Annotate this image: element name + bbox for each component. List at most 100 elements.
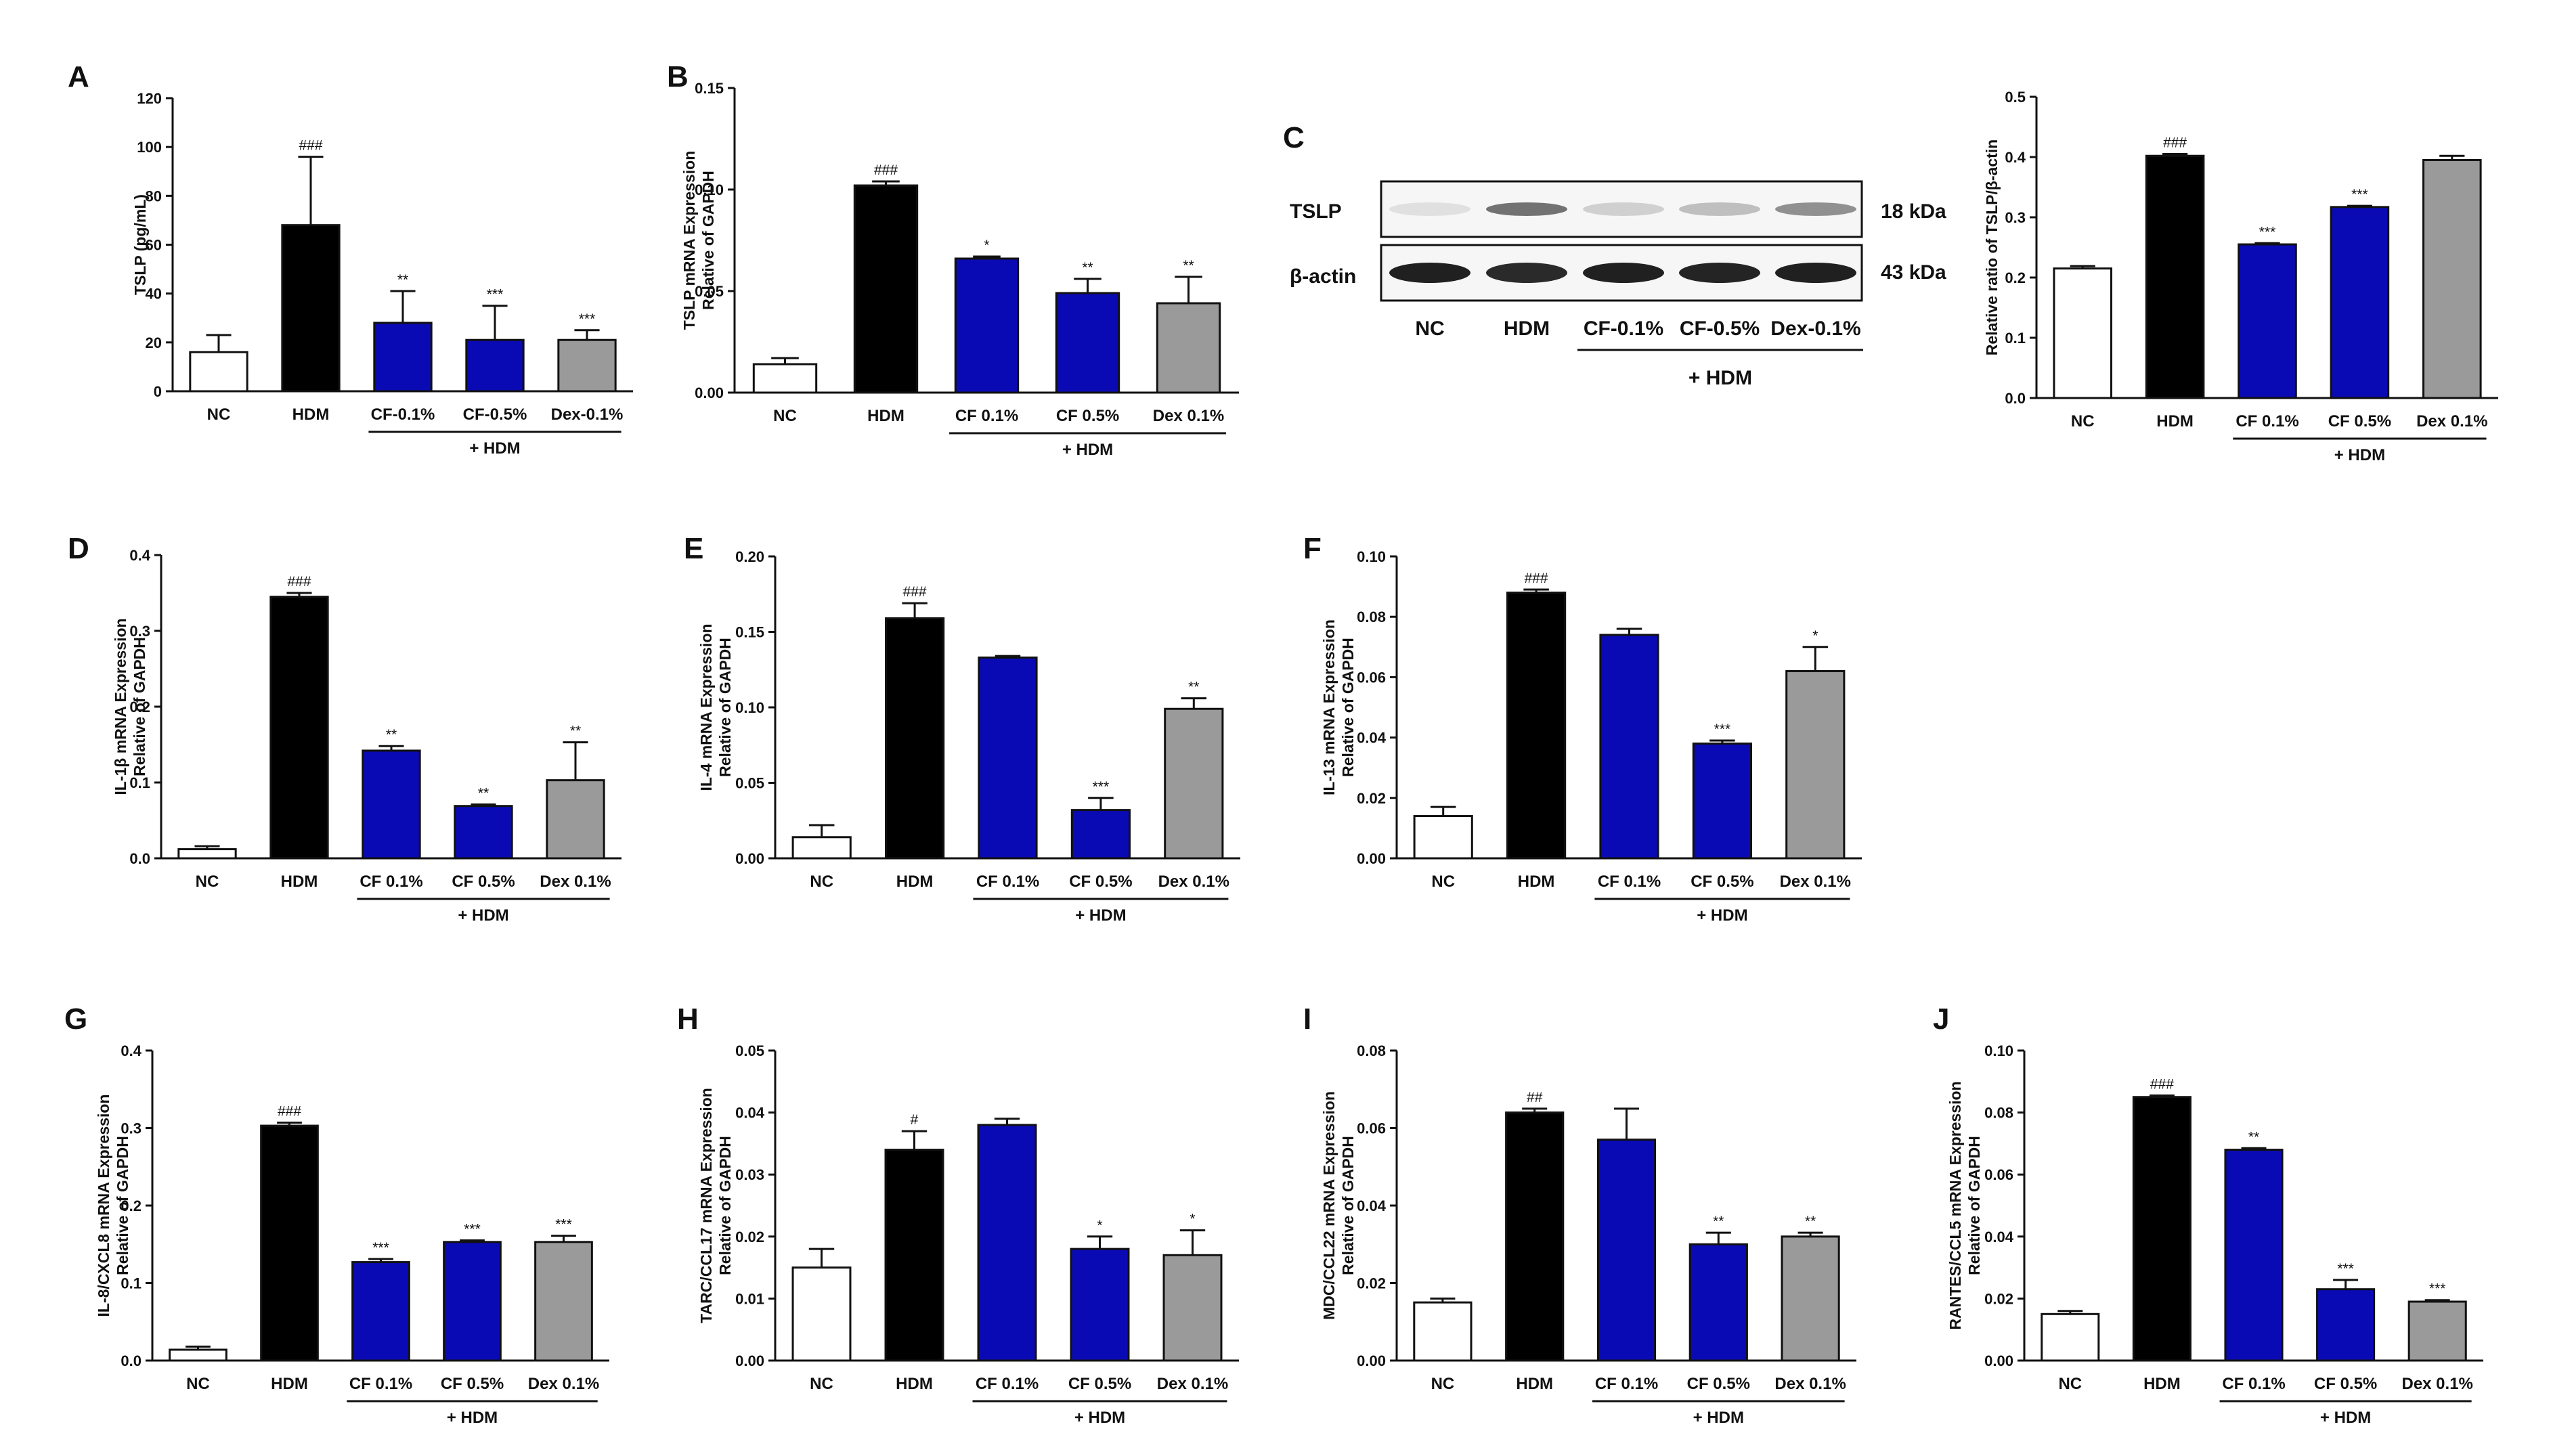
y-axis-label-line: Relative of GAPDH bbox=[1965, 1136, 1983, 1275]
y-axis-label: IL-8/CXCL8 mRNA ExpressionRelative of GA… bbox=[95, 1095, 131, 1317]
y-axis-label-line: Relative ratio of TSLP/β-actin bbox=[1983, 139, 2001, 355]
bar-1 bbox=[885, 617, 945, 860]
bar-2 bbox=[1599, 634, 1659, 860]
x-tick-label: Dex 0.1% bbox=[540, 873, 611, 891]
significance-label: *** bbox=[2351, 187, 2368, 202]
group-label: + HDM bbox=[1074, 1409, 1125, 1427]
bar-1 bbox=[2132, 1096, 2192, 1362]
blot-band bbox=[1389, 202, 1470, 216]
y-tick-label: 40 bbox=[146, 286, 162, 303]
panel-label: G bbox=[64, 1002, 87, 1036]
chart-panel-i: I 0.00 0.02 0.04 0.06 0.08 MDC/CCL22 mRNA Expr… bbox=[1303, 1002, 1856, 1427]
x-tick-label: CF 0.5% bbox=[441, 1375, 504, 1393]
significance-label: # bbox=[911, 1112, 919, 1128]
y-tick-label: 0.00 bbox=[735, 850, 764, 867]
y-tick-label: 0.4 bbox=[2005, 149, 2026, 166]
significance-label: ** bbox=[1183, 258, 1194, 273]
bar-0 bbox=[1413, 1301, 1473, 1362]
x-tick-label: CF 0.1% bbox=[359, 873, 422, 891]
y-axis-label-line: TSLP (pg/mL) bbox=[131, 194, 149, 295]
y-axis-label-line: IL-13 mRNA Expression bbox=[1320, 619, 1338, 795]
y-tick-label: 60 bbox=[146, 237, 162, 254]
y-axis-label-line: IL-4 mRNA Expression bbox=[697, 623, 715, 791]
bar-1 bbox=[853, 184, 919, 394]
blot-band bbox=[1486, 263, 1567, 283]
bar-4 bbox=[534, 1241, 593, 1362]
y-axis-label-line: IL-1β mRNA Expression bbox=[112, 618, 129, 795]
y-tick-label: 0.2 bbox=[2005, 269, 2026, 286]
bar-2 bbox=[373, 322, 433, 393]
x-tick-label: NC bbox=[186, 1375, 210, 1393]
x-tick-label: Dex-0.1% bbox=[551, 405, 624, 424]
significance-label: *** bbox=[487, 287, 504, 303]
x-tick-label: CF 0.5% bbox=[1687, 1375, 1750, 1393]
blot-band bbox=[1679, 202, 1760, 216]
y-tick-label: 0 bbox=[154, 383, 162, 400]
group-label: + HDM bbox=[1075, 906, 1126, 925]
x-tick-label: CF 0.5% bbox=[2328, 412, 2391, 431]
bar-4 bbox=[546, 779, 605, 860]
y-axis-label-line: Relative of GAPDH bbox=[1339, 1136, 1357, 1275]
significance-label: *** bbox=[464, 1222, 481, 1237]
x-tick-label: NC bbox=[810, 1375, 833, 1393]
significance-label: *** bbox=[579, 311, 596, 327]
y-tick-label: 120 bbox=[137, 90, 162, 107]
significance-label: ### bbox=[2150, 1076, 2174, 1092]
blot-lane-label: Dex-0.1% bbox=[1770, 317, 1860, 340]
significance-label: ### bbox=[299, 138, 322, 154]
chart-panel-e: E 0.00 0.05 0.10 0.15 0.20 IL-4 mRNA Expressio… bbox=[684, 532, 1240, 925]
x-tick-label: NC bbox=[1431, 1375, 1455, 1393]
y-tick-label: 0.4 bbox=[121, 1042, 141, 1059]
y-axis-label-line: MDC/CCL22 mRNA Expression bbox=[1320, 1091, 1338, 1320]
y-axis-label: IL-13 mRNA ExpressionRelative of GAPDH bbox=[1320, 619, 1357, 795]
panel-label: J bbox=[1933, 1002, 1949, 1036]
x-tick-label: CF 0.5% bbox=[2314, 1375, 2377, 1393]
y-tick-label: 0.00 bbox=[735, 1352, 764, 1369]
y-tick-label: 0.02 bbox=[1984, 1290, 2013, 1307]
significance-label: ** bbox=[1805, 1214, 1816, 1229]
bar-4 bbox=[1162, 1254, 1223, 1362]
significance-label: *** bbox=[1714, 722, 1731, 737]
bar-4 bbox=[2422, 158, 2482, 399]
panel-label: D bbox=[68, 532, 89, 565]
y-tick-label: 0.00 bbox=[695, 384, 724, 401]
y-tick-label: 0.08 bbox=[1984, 1105, 2013, 1122]
bar-2 bbox=[977, 1124, 1037, 1362]
y-tick-label: 0.03 bbox=[735, 1166, 764, 1183]
blot-lane-label: HDM bbox=[1504, 317, 1550, 340]
y-tick-label: 0.10 bbox=[1984, 1042, 2013, 1059]
y-tick-label: 0.20 bbox=[735, 548, 764, 565]
x-tick-label: Dex 0.1% bbox=[1774, 1375, 1846, 1393]
x-tick-label: CF 0.5% bbox=[1069, 873, 1132, 891]
x-tick-label: HDM bbox=[2156, 412, 2194, 431]
blot-row-label-tslp: TSLP bbox=[1290, 200, 1342, 223]
group-label: + HDM bbox=[1062, 441, 1113, 459]
x-tick-label: NC bbox=[1431, 873, 1455, 891]
significance-label: ### bbox=[287, 574, 311, 590]
significance-label: ### bbox=[874, 162, 898, 178]
chart-panel-b: B 0.00 0.05 0.10 0.15 TSLP mRNA ExpressionRel… bbox=[667, 60, 1239, 459]
bar-3 bbox=[1055, 292, 1120, 394]
y-tick-label: 0.00 bbox=[1984, 1352, 2013, 1369]
x-tick-label: CF 0.1% bbox=[955, 407, 1018, 425]
y-axis-label: TSLP mRNA ExpressionRelative of GAPDH bbox=[680, 151, 717, 330]
blot-band bbox=[1583, 263, 1664, 283]
blot-band bbox=[1389, 263, 1470, 283]
y-axis-label: IL-1β mRNA ExpressionRelative of GAPDH bbox=[112, 618, 148, 795]
group-label: + HDM bbox=[2320, 1409, 2371, 1427]
bar-0 bbox=[189, 351, 248, 393]
bar-0 bbox=[2053, 267, 2112, 399]
x-tick-label: HDM bbox=[896, 1375, 933, 1393]
bar-2 bbox=[2224, 1149, 2284, 1362]
x-tick-label: CF 0.1% bbox=[976, 873, 1039, 891]
bar-3 bbox=[2316, 1288, 2376, 1362]
y-tick-label: 0.15 bbox=[735, 624, 764, 641]
y-axis-label-line: IL-8/CXCL8 mRNA Expression bbox=[95, 1095, 112, 1317]
bar-0 bbox=[791, 1266, 852, 1362]
y-axis-label-line: TSLP mRNA Expression bbox=[680, 151, 698, 330]
y-tick-label: 0.10 bbox=[735, 699, 764, 716]
chart-panel-c: 0.0 0.1 0.2 0.3 0.4 0.5 Relative ratio of TSLP… bbox=[1983, 89, 2498, 464]
chart-panel-d: D 0.0 0.1 0.2 0.3 0.4 IL-1β mRNA ExpressionRel… bbox=[68, 532, 622, 925]
y-axis-label: TSLP (pg/mL) bbox=[131, 194, 149, 295]
